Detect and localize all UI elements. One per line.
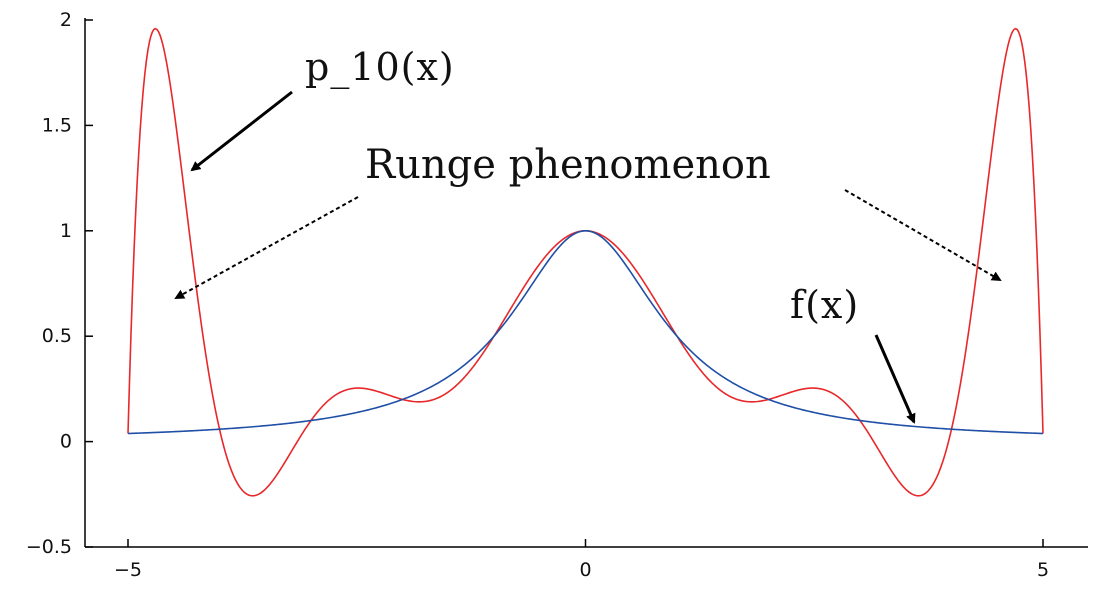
- axis-ticks: −0.5 0 0.5 1 1.5 2 −5 0 5: [26, 9, 1049, 581]
- series-line-f: [127, 229, 1044, 435]
- x-tick-label: −5: [114, 559, 142, 581]
- arrow-runge-right: [844, 189, 1002, 282]
- y-tick-label: 1: [60, 220, 72, 242]
- annotation-p10: p_10(x): [305, 45, 455, 90]
- arrow-runge-left: [174, 196, 359, 299]
- x-tick-label: 5: [1037, 559, 1049, 581]
- y-tick-label: −0.5: [26, 536, 72, 558]
- arrow-f: [874, 334, 916, 424]
- annotation-f: f(x): [790, 283, 859, 327]
- y-tick-label: 2: [60, 9, 72, 31]
- arrow-p10: [190, 90, 293, 172]
- y-tick-label: 0.5: [42, 325, 72, 347]
- y-tick-label: 1.5: [42, 114, 72, 136]
- series-group: [127, 27, 1044, 497]
- y-tick-label: 0: [60, 431, 72, 453]
- annotation-runge: Runge phenomenon: [365, 142, 771, 188]
- x-tick-label: 0: [579, 559, 591, 581]
